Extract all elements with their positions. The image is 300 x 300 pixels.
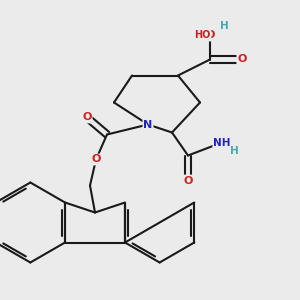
- Text: O: O: [205, 31, 215, 40]
- Text: HO: HO: [194, 31, 211, 40]
- Text: H: H: [220, 21, 229, 31]
- Text: NH: NH: [213, 137, 231, 148]
- Text: N: N: [143, 119, 153, 130]
- Text: O: O: [91, 154, 101, 164]
- Text: O: O: [237, 55, 247, 64]
- Text: O: O: [82, 112, 92, 122]
- Text: O: O: [183, 176, 193, 185]
- Text: H: H: [230, 146, 239, 156]
